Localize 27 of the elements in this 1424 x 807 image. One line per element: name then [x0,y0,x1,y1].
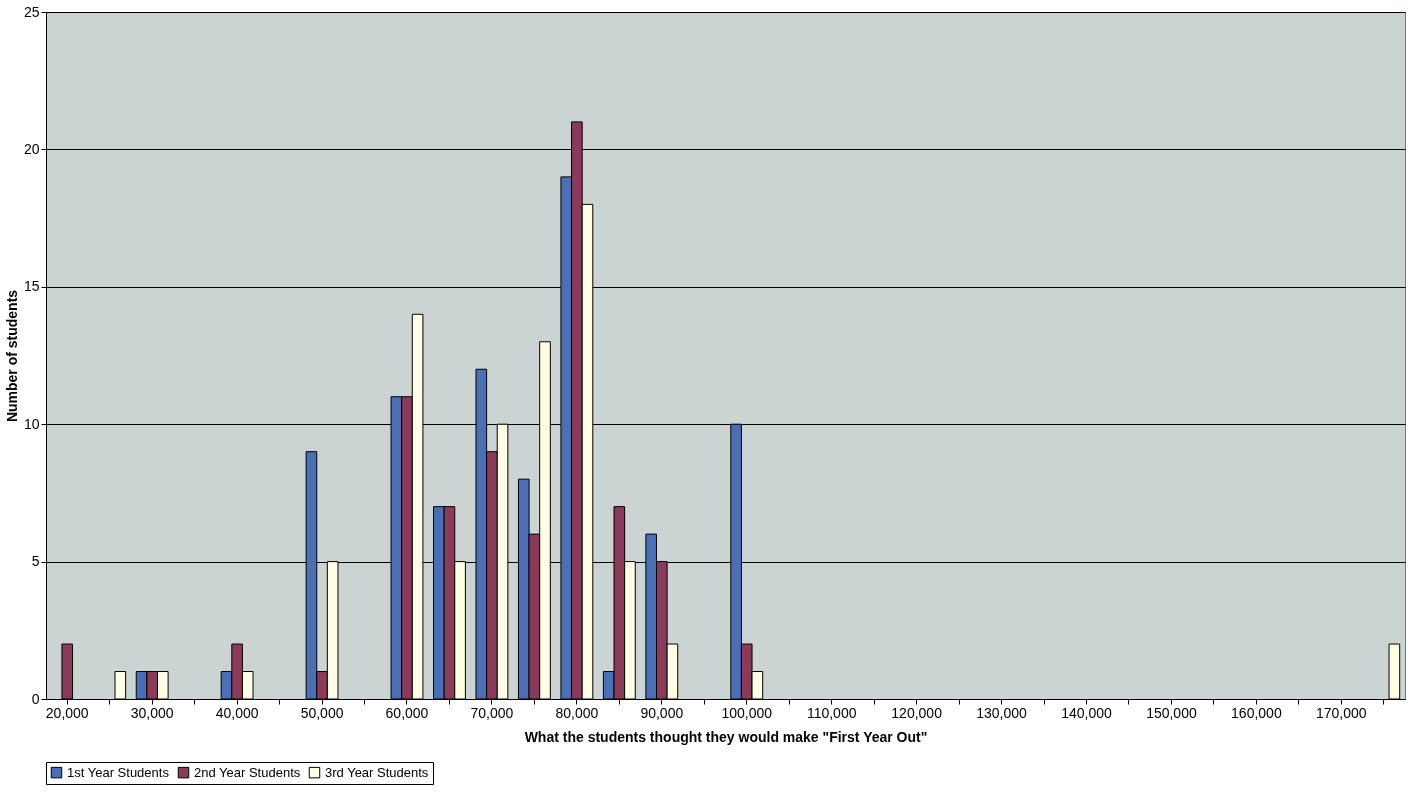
y-tick-label: 0 [31,690,40,707]
x-tick-label: 170,000 [1315,704,1367,721]
legend-label: 1st Year Students [67,764,170,780]
x-tick-label: 160,000 [1231,704,1282,721]
x-tick-label: 140,000 [1061,704,1112,721]
x-tick-label: 120,000 [891,704,943,721]
x-tick-label: 20,000 [45,704,89,721]
y-tick-label: 5 [31,553,40,570]
x-tick-label: 50,000 [300,704,344,721]
x-tick-label: 90,000 [640,704,684,721]
x-tick-label: 150,000 [1146,704,1197,721]
x-tick-label: 70,000 [470,704,514,721]
x-axis-title: What the students thought they would make "First Year Out" [524,728,928,745]
x-tick-label: 110,000 [806,704,857,721]
y-axis-title: Number of students [3,289,20,423]
x-tick-label: 80,000 [555,704,599,721]
x-tick-label: 130,000 [976,704,1028,721]
x-tick-label: 40,000 [215,704,259,721]
legend-label: 2nd Year Students [194,764,301,780]
x-tick-label: 30,000 [130,704,174,721]
y-tick-label: 25 [23,3,40,20]
x-tick-label: 60,000 [385,704,429,721]
y-tick-label: 20 [23,140,40,157]
y-tick-label: 10 [23,415,40,432]
y-tick-label: 15 [23,278,40,295]
legend-label: 3rd Year Students [325,764,429,780]
x-tick-label: 100,000 [721,704,773,721]
